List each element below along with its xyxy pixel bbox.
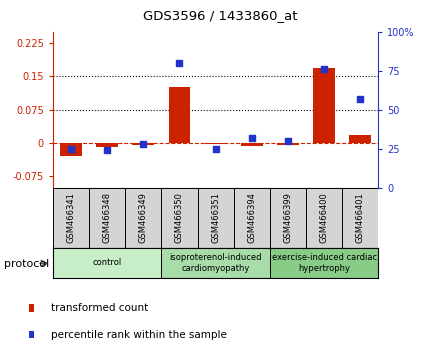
Bar — [342, 188, 378, 248]
Text: GSM466348: GSM466348 — [103, 192, 112, 243]
Bar — [205, 143, 227, 144]
Point — [248, 135, 255, 141]
Point — [67, 146, 74, 152]
Text: exercise-induced cardiac
hypertrophy: exercise-induced cardiac hypertrophy — [271, 253, 377, 273]
Text: protocol: protocol — [4, 259, 50, 269]
Bar — [270, 248, 378, 278]
Bar — [241, 143, 263, 146]
Bar — [306, 188, 342, 248]
Bar — [349, 135, 371, 143]
Bar — [132, 143, 154, 145]
Point — [103, 147, 110, 153]
Point — [321, 67, 328, 72]
Text: GSM466399: GSM466399 — [283, 192, 293, 243]
Bar — [169, 87, 190, 143]
Bar — [89, 188, 125, 248]
Bar — [270, 188, 306, 248]
Bar — [277, 143, 299, 145]
Text: GSM466349: GSM466349 — [139, 192, 148, 243]
Text: GDS3596 / 1433860_at: GDS3596 / 1433860_at — [143, 9, 297, 22]
Point — [140, 141, 147, 147]
Bar — [313, 68, 335, 143]
Text: GSM466350: GSM466350 — [175, 192, 184, 243]
Point — [357, 96, 364, 102]
Bar — [125, 188, 161, 248]
Bar — [60, 143, 82, 156]
Bar — [234, 188, 270, 248]
Bar — [96, 143, 118, 147]
Bar — [161, 248, 270, 278]
Text: control: control — [92, 258, 122, 267]
Bar — [161, 188, 198, 248]
Text: transformed count: transformed count — [51, 303, 148, 313]
Bar — [53, 188, 89, 248]
Point — [212, 146, 219, 152]
Text: GSM466400: GSM466400 — [319, 192, 329, 243]
Text: GSM466394: GSM466394 — [247, 192, 256, 243]
Text: GSM466341: GSM466341 — [66, 192, 75, 243]
Point — [284, 138, 291, 144]
Text: isoproterenol-induced
cardiomyopathy: isoproterenol-induced cardiomyopathy — [169, 253, 262, 273]
Point — [176, 60, 183, 66]
Bar — [198, 188, 234, 248]
Text: percentile rank within the sample: percentile rank within the sample — [51, 330, 227, 339]
Text: GSM466351: GSM466351 — [211, 192, 220, 243]
Text: GSM466401: GSM466401 — [356, 192, 365, 243]
Bar — [53, 248, 161, 278]
